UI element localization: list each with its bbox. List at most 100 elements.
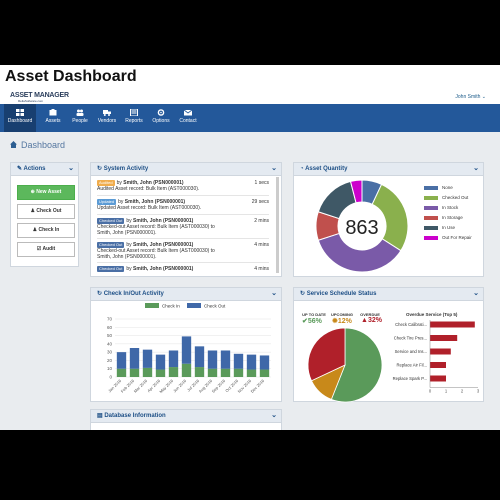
x-tick-label: 1 — [445, 389, 448, 394]
people-icon — [76, 109, 84, 116]
actions-title: Actions — [23, 166, 46, 172]
screen-top-border — [0, 0, 500, 65]
status-badge: Audited — [97, 180, 115, 186]
bar-check-in — [155, 369, 166, 377]
envelope-icon — [184, 109, 192, 116]
nav-assets[interactable]: Assets — [38, 104, 68, 132]
legend-swatch-check-out — [187, 303, 201, 308]
activity-time: 1 secs — [254, 180, 269, 186]
database-info-header: ▤ Database Information ⌄ — [91, 410, 281, 423]
activity-detail-2: Smith, John (PSN000001). — [97, 254, 157, 260]
up-to-date-stat: ✔56% — [302, 317, 322, 325]
nav-people[interactable]: People — [65, 104, 95, 132]
bar-check-out — [168, 350, 179, 368]
legend-swatch — [424, 185, 438, 190]
app-window: ASSET MANAGER ReliaSoftware.com John Smi… — [0, 90, 500, 430]
divider — [97, 214, 269, 215]
legend-label: In Stock — [442, 205, 459, 210]
person-icon: ♟ — [30, 208, 37, 214]
new-asset-button[interactable]: ⊕ New Asset — [17, 185, 75, 200]
y-tick-label: 50 — [107, 333, 113, 338]
bar-check-in — [168, 367, 179, 377]
legend-item: Checked Out — [424, 195, 468, 200]
bar-check-out — [207, 350, 218, 369]
nav-label: Reports — [125, 118, 143, 124]
y-tick-label: 20 — [107, 358, 113, 363]
bar-check-out — [142, 349, 153, 368]
overdue-bar — [430, 335, 458, 341]
x-tick-label: May 2016 — [158, 378, 175, 395]
nav-vendors[interactable]: Vendors — [92, 104, 122, 132]
audit-button[interactable]: ☑ Audit — [17, 242, 75, 257]
x-tick-label: Sep 2016 — [211, 378, 227, 394]
chevron-down-icon[interactable]: ⌄ — [271, 290, 277, 297]
chevron-down-icon[interactable]: ⌄ — [473, 165, 479, 172]
status-badge: Checked Out — [97, 218, 125, 224]
nav-label: Assets — [45, 118, 61, 124]
screen-bottom-border — [0, 430, 500, 500]
activity-row: Updated by Smith, John (PSN000001) Update… — [97, 199, 269, 211]
status-badge: Updated — [97, 199, 117, 205]
up-to-date-label: UP TO DATE — [302, 312, 326, 317]
chevron-down-icon[interactable]: ⌄ — [271, 165, 277, 172]
activity-time: 29 secs — [251, 199, 269, 205]
bar-check-out — [116, 352, 127, 369]
overdue-bar — [430, 375, 446, 382]
checkbox-icon: ☑ — [36, 246, 43, 252]
system-activity-header: ↻ System Activity ⌄ — [91, 163, 281, 176]
user-menu[interactable]: John Smith ⌄ — [455, 94, 486, 100]
bar-check-in — [246, 369, 257, 377]
legend-swatch-check-in — [145, 303, 159, 308]
bar-check-in — [233, 368, 244, 377]
nav-contact[interactable]: Contact — [173, 104, 203, 132]
status-badge: Checked Out — [97, 266, 125, 272]
check-in-button[interactable]: ♟ Check In — [17, 223, 75, 238]
donut-slice — [317, 232, 402, 273]
y-tick-label: 0 — [109, 375, 112, 380]
bar-check-out — [220, 350, 231, 369]
divider — [97, 262, 269, 263]
bar-check-out — [233, 353, 244, 369]
nav-dashboard[interactable]: Dashboard — [4, 104, 36, 132]
activity-by: by — [116, 180, 124, 186]
donut-hole — [339, 203, 385, 249]
activity-by: by — [126, 218, 134, 224]
x-tick-label: 0 — [429, 389, 432, 394]
nav-reports[interactable]: Reports — [119, 104, 149, 132]
check-in-out-header: ↻ Check In/Out Activity ⌄ — [91, 288, 281, 301]
chevron-down-icon[interactable]: ⌄ — [473, 290, 479, 297]
overdue-bar — [430, 321, 475, 328]
legend-label: Out For Repair — [442, 235, 472, 240]
warning-icon: ▲ — [361, 317, 368, 324]
activity-user: Smith, John (PSN000001) — [123, 180, 184, 186]
service-schedule-header: ↻ Service Schedule Status ⌄ — [294, 288, 483, 301]
chevron-down-icon[interactable]: ⌄ — [271, 412, 277, 419]
bar-check-out — [129, 348, 140, 369]
gear-icon: ✹ — [332, 318, 338, 325]
audit-label: Audit — [42, 246, 56, 252]
asset-quantity-donut — [315, 179, 409, 273]
overdue-item-label: Service and Ins... — [395, 349, 427, 354]
upcoming-label: UPCOMING — [331, 312, 353, 317]
system-activity-title: System Activity — [103, 166, 149, 172]
divider — [97, 238, 269, 239]
bar-check-in — [220, 368, 231, 377]
activity-scrollbar[interactable] — [276, 177, 279, 273]
legend-swatch — [424, 205, 438, 210]
chevron-down-icon[interactable]: ⌄ — [68, 165, 74, 172]
nav-label: Options — [152, 118, 170, 124]
service-schedule-title: Service Schedule Status — [306, 291, 377, 297]
breadcrumb: Dashboard — [10, 140, 65, 150]
activity-row: Checked Out by Smith, John (PSN000001) Ch… — [97, 218, 269, 236]
bar-check-out — [194, 346, 205, 368]
status-badge: Checked Out — [97, 242, 125, 248]
pie-slice — [330, 327, 383, 403]
activity-user: Smith, John (PSN000001) — [133, 266, 194, 272]
activity-detail: Checked-out Asset record: Bulk Item (AST… — [97, 248, 215, 254]
nav-label: Dashboard — [7, 118, 33, 124]
x-tick-label: Dec 2016 — [250, 378, 266, 394]
overdue-item-label: Replace Air Fil... — [397, 363, 428, 368]
overdue-item-label: Replace Spark P... — [393, 376, 427, 381]
nav-options[interactable]: Options — [146, 104, 176, 132]
check-out-button[interactable]: ♟ Check Out — [17, 204, 75, 219]
